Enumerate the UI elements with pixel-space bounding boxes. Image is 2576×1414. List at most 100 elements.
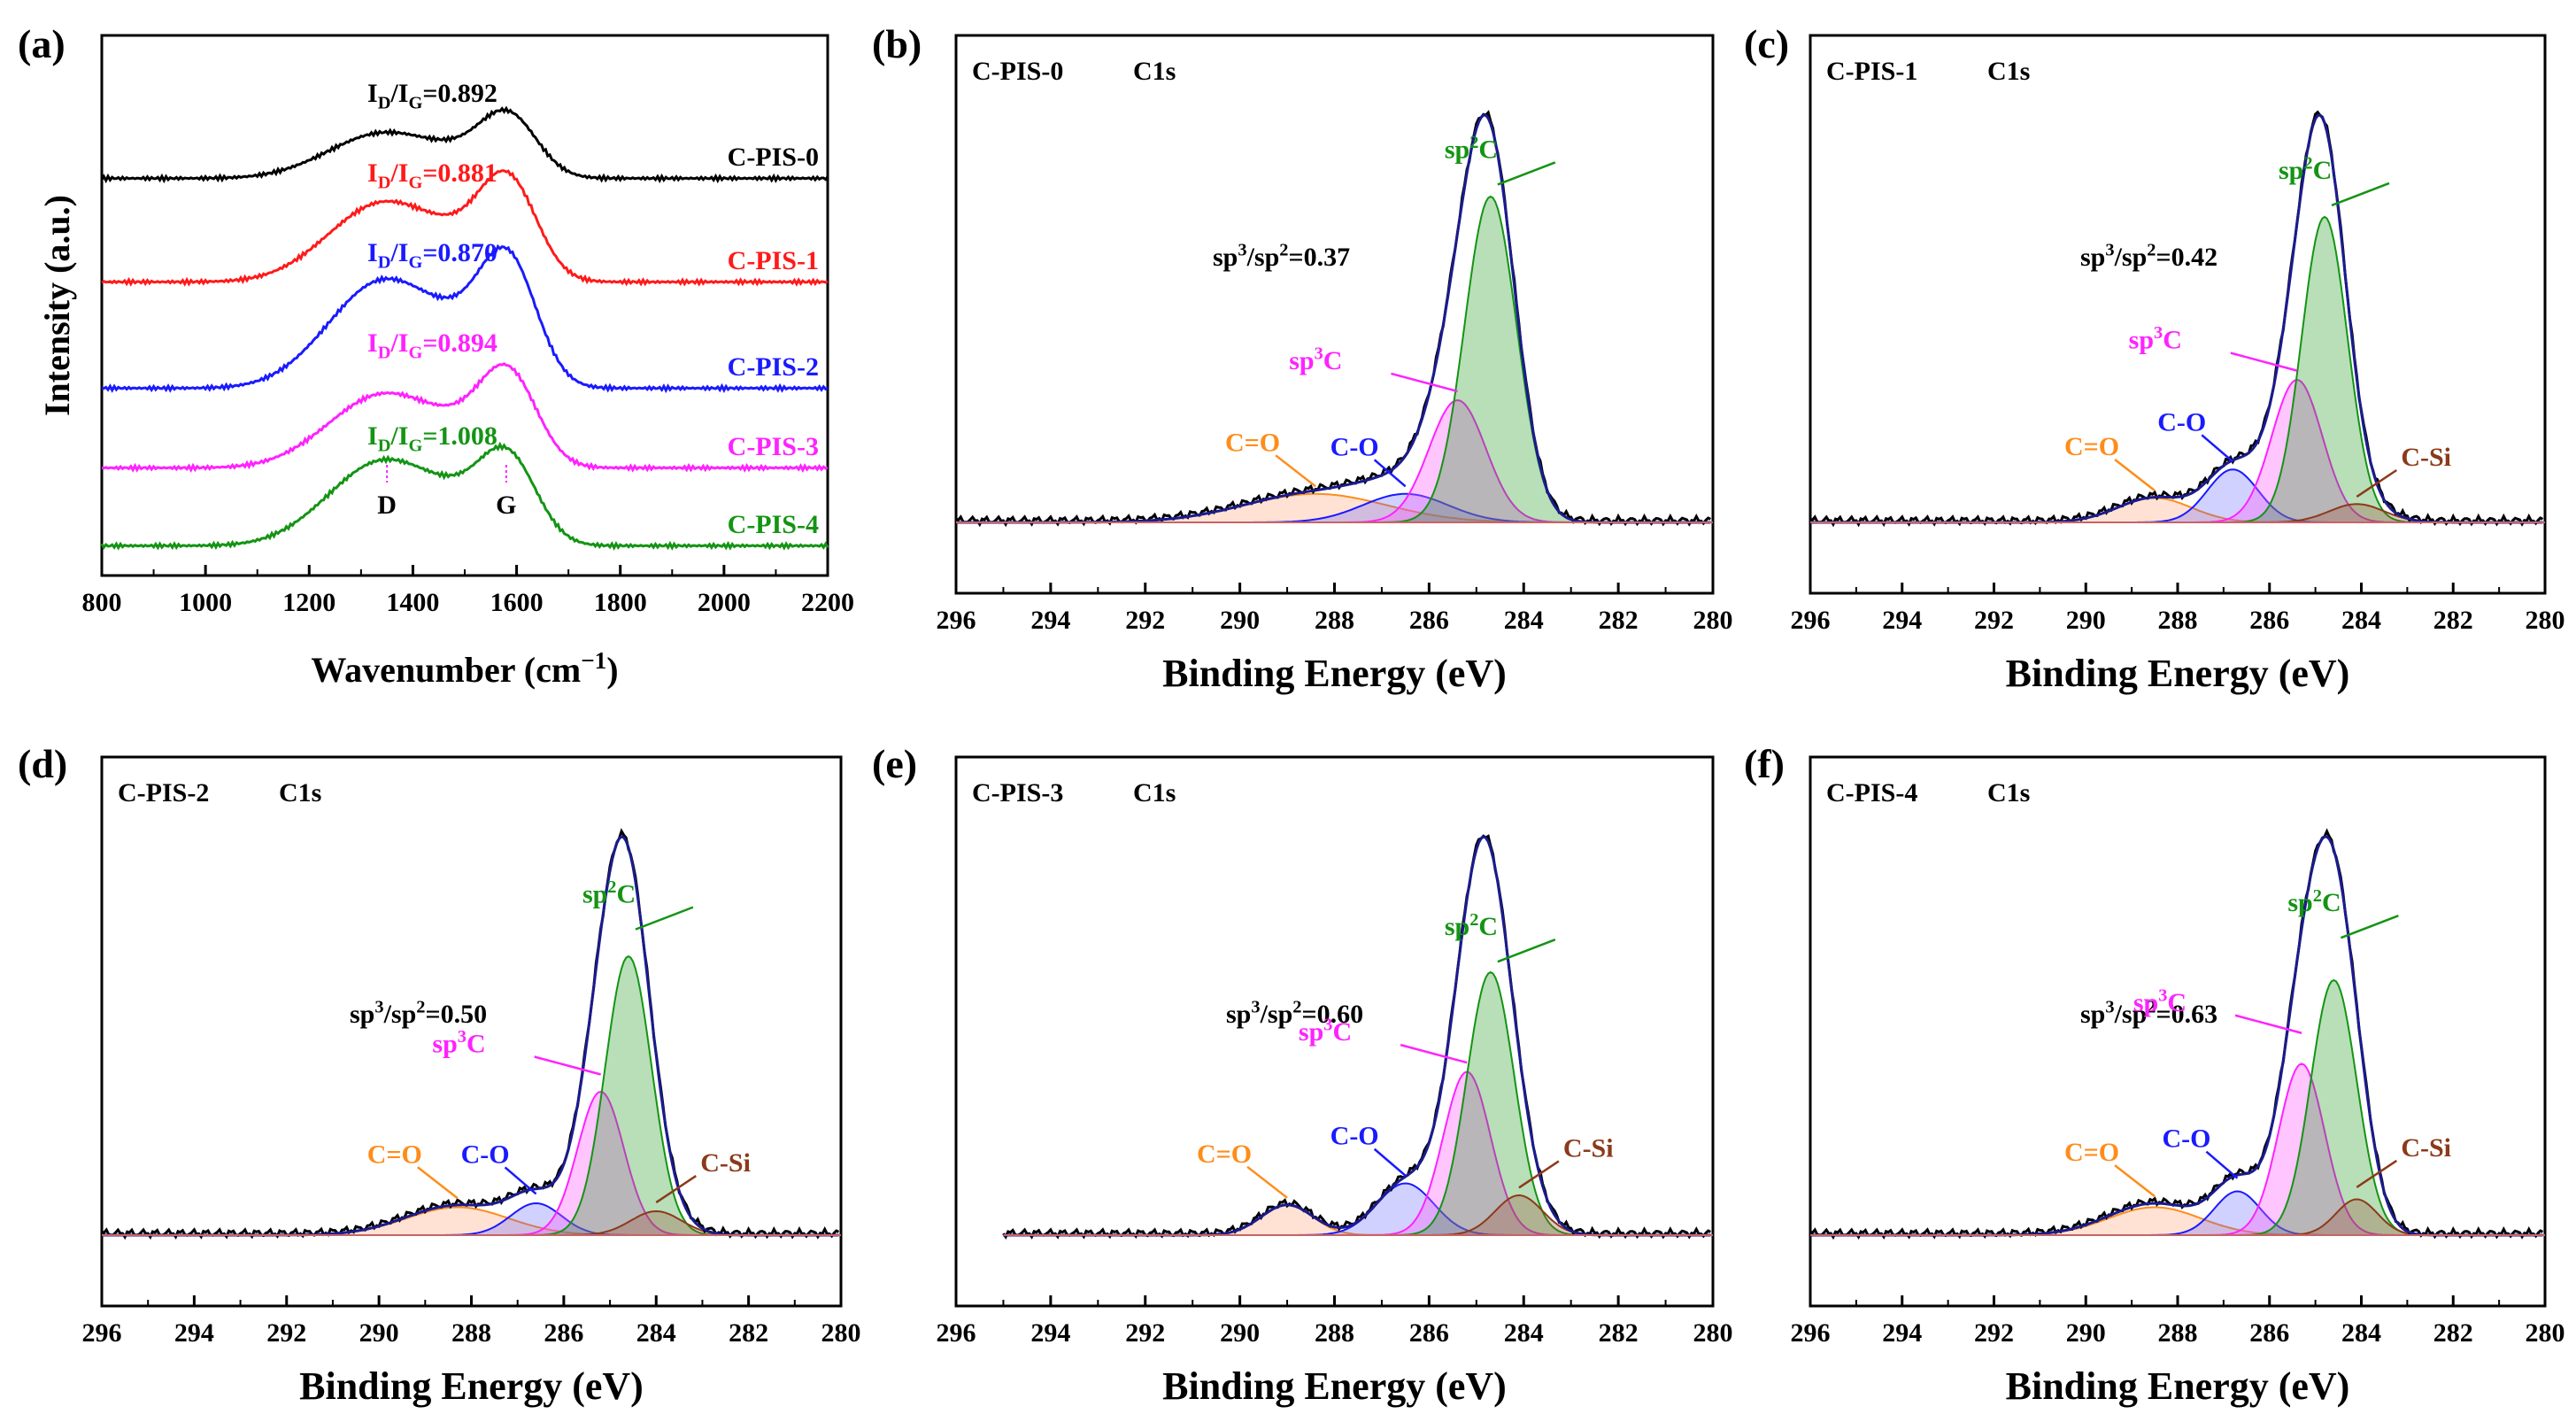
- label-arrow: [2230, 352, 2298, 372]
- panel-c: (c) C-PIS-1 C1s 296 294 292 290 288 286 284 282 280…: [1744, 21, 2565, 695]
- label-arrow: [2114, 459, 2156, 491]
- panel-d: (d) C-PIS-2 C1s 296 294 292 290 288 286 284 282 280…: [18, 741, 861, 1408]
- x-tick-label: 282: [2433, 1318, 2473, 1348]
- x-tick-label: 282: [1599, 1318, 1639, 1348]
- x-tick-label: 280: [821, 1318, 861, 1348]
- x-tick-label: 284: [1504, 1318, 1544, 1348]
- component-label-sp3c: sp3C: [1299, 1016, 1352, 1047]
- spectrum-title: C1s: [1987, 778, 2030, 807]
- ratio-label: ID/IG=0.870: [367, 238, 497, 273]
- x-tick-label-a: 2000: [698, 588, 751, 617]
- component-label-c-si: C-Si: [2401, 1133, 2451, 1163]
- d-peak-label: D: [377, 491, 397, 520]
- series-name-label: C-PIS-2: [728, 352, 819, 382]
- component-label-ceqo: C=O: [1225, 428, 1280, 457]
- component-label-sp2c: sp2C: [582, 877, 636, 908]
- experimental-spectrum-line: [1809, 828, 2544, 1240]
- raman-series-line: [100, 441, 829, 551]
- x-tick-label: 290: [1220, 606, 1260, 635]
- component-label-sp3c: sp3C: [2129, 323, 2182, 354]
- panel-label-d: (d): [18, 741, 67, 786]
- sp3-sp2-ratio-label: sp3/sp2=0.37: [1213, 241, 1350, 272]
- panel-label-b: (b): [872, 21, 922, 66]
- component-label-ceqo: C=O: [2064, 1138, 2119, 1167]
- plot-frame-a: [100, 34, 829, 577]
- label-arrow: [2114, 1164, 2156, 1198]
- x-tick-label: 280: [1693, 1318, 1733, 1348]
- raman-series-line: [100, 105, 829, 184]
- component-label-sp2c: sp2C: [1445, 133, 1498, 164]
- label-arrow: [1373, 1147, 1407, 1177]
- x-tick-label: 280: [2526, 1318, 2565, 1348]
- component-peak-c-o: [1003, 1182, 1713, 1236]
- panel-label-f: (f): [1744, 741, 1785, 786]
- label-arrow: [417, 1166, 459, 1200]
- component-label-c-si: C-Si: [2401, 443, 2451, 472]
- component-label-sp3c: sp3C: [432, 1027, 485, 1058]
- x-tick-label: 288: [451, 1318, 491, 1348]
- x-tick-label: 290: [2066, 606, 2106, 635]
- label-arrow: [1497, 161, 1556, 186]
- component-label-ceqo: C=O: [2064, 432, 2119, 461]
- component-label-c-o: C-O: [2157, 407, 2206, 437]
- x-tick-label: 288: [1315, 606, 1354, 635]
- x-axis-label-a: Wavenumber (cm−1): [311, 647, 618, 690]
- sample-title: C-PIS-3: [972, 778, 1063, 807]
- component-label-c-si: C-Si: [1563, 1133, 1614, 1163]
- label-arrow: [2201, 434, 2234, 463]
- x-tick-label: 290: [1220, 1318, 1260, 1348]
- label-arrow: [2356, 1159, 2398, 1188]
- fitted-envelope-line: [1810, 835, 2543, 1237]
- spectrum-title: C1s: [1133, 778, 1176, 807]
- x-axis-label: Binding Energy (eV): [299, 1364, 644, 1408]
- label-arrow: [1400, 1043, 1468, 1064]
- label-arrow: [534, 1055, 601, 1076]
- spectrum-title: C1s: [279, 778, 321, 807]
- x-tick-label-a: 1000: [179, 588, 232, 617]
- panel-f: (f) C-PIS-4 C1s 296 294 292 290 288 286 284 282 280…: [1744, 741, 2565, 1408]
- x-tick-label: 294: [1882, 606, 1922, 635]
- x-tick-label: 292: [1974, 1318, 2014, 1348]
- label-arrow: [2205, 1150, 2239, 1179]
- x-tick-label: 288: [2158, 1318, 2198, 1348]
- component-label-c-o: C-O: [1330, 1122, 1379, 1151]
- sample-title: C-PIS-1: [1826, 57, 1917, 86]
- x-tick-label: 286: [1409, 1318, 1449, 1348]
- x-axis-label: Binding Energy (eV): [2006, 652, 2350, 695]
- label-arrow: [2234, 1014, 2302, 1034]
- component-peak-ceqo: [1810, 1206, 2545, 1236]
- series-name-label: C-PIS-4: [728, 510, 819, 539]
- sp3-sp2-ratio-label: sp3/sp2=0.63: [2080, 998, 2217, 1029]
- x-tick-label: 296: [1791, 1318, 1831, 1348]
- x-tick-label: 282: [729, 1318, 768, 1348]
- sp3-sp2-ratio-label: sp3/sp2=0.50: [350, 998, 487, 1029]
- x-tick-label: 296: [1791, 606, 1831, 635]
- label-arrow: [635, 906, 694, 931]
- x-tick-label: 282: [2433, 606, 2473, 635]
- panel-label-c: (c): [1744, 21, 1789, 66]
- label-arrow: [1391, 372, 1458, 393]
- x-tick-label: 284: [1504, 606, 1544, 635]
- x-tick-label: 294: [174, 1318, 214, 1348]
- x-tick-label: 292: [1125, 1318, 1165, 1348]
- x-axis-label: Binding Energy (eV): [1162, 1364, 1507, 1408]
- series-name-label: C-PIS-3: [728, 432, 819, 461]
- ratio-label: ID/IG=0.894: [367, 328, 497, 363]
- component-label-sp2c: sp2C: [2287, 886, 2341, 917]
- component-label-sp2c: sp2C: [1445, 910, 1498, 941]
- experimental-spectrum-line: [1002, 834, 1711, 1240]
- series-name-label: C-PIS-1: [728, 246, 819, 275]
- x-tick-label: 292: [1125, 606, 1165, 635]
- x-tick-label: 292: [266, 1318, 306, 1348]
- x-tick-label: 296: [937, 1318, 976, 1348]
- x-tick-label: 294: [1030, 606, 1070, 635]
- x-tick-label: 280: [2526, 606, 2565, 635]
- spectrum-title: C1s: [1133, 57, 1176, 86]
- panel-e: (e) C-PIS-3 C1s 296 294 292 290 288 286 284 282 280…: [872, 741, 1733, 1408]
- ratio-label: ID/IG=0.892: [367, 79, 497, 113]
- component-label-ceqo: C=O: [367, 1140, 422, 1169]
- g-peak-label: G: [496, 491, 516, 520]
- x-tick-label: 288: [1315, 1318, 1354, 1348]
- label-arrow: [504, 1166, 537, 1195]
